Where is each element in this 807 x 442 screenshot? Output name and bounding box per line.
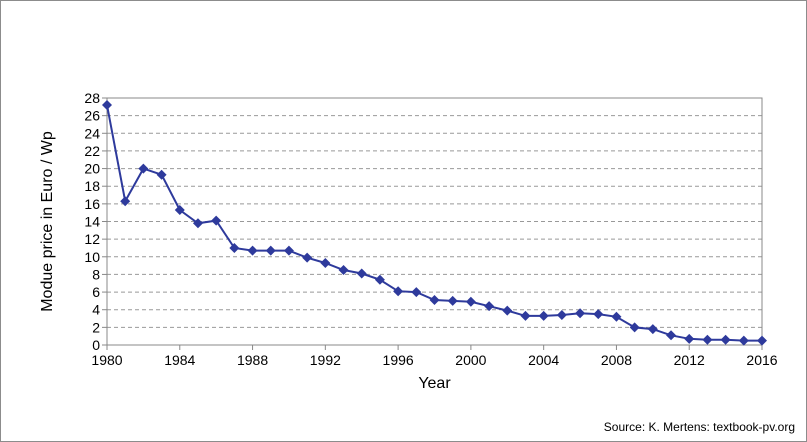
data-point: [556, 310, 567, 321]
data-point: [229, 242, 240, 253]
data-point: [593, 309, 604, 320]
data-point: [102, 100, 112, 111]
x-tick-label: 1992: [310, 352, 341, 368]
data-point: [611, 311, 622, 322]
data-point: [174, 205, 185, 216]
x-tick-label: 2012: [674, 352, 705, 368]
data-point: [447, 295, 458, 306]
data-point: [393, 286, 404, 297]
data-point: [138, 163, 149, 174]
y-tick-label: 0: [92, 337, 100, 353]
data-point: [575, 308, 586, 319]
y-tick-label: 2: [92, 319, 100, 335]
data-point: [738, 335, 749, 346]
data-point: [211, 215, 222, 226]
data-point: [338, 265, 349, 276]
y-tick-label: 22: [84, 143, 100, 159]
data-point: [156, 169, 167, 180]
y-tick-label: 6: [92, 284, 100, 300]
x-tick-label: 1988: [237, 352, 268, 368]
y-tick-label: 4: [92, 302, 100, 318]
y-tick-label: 28: [84, 90, 100, 106]
y-tick-label: 24: [84, 125, 100, 141]
data-point: [374, 274, 385, 285]
data-point: [302, 252, 313, 263]
data-point: [320, 257, 331, 268]
data-point: [120, 196, 131, 207]
data-point: [629, 322, 640, 333]
data-point: [666, 330, 677, 341]
gridlines: [107, 97, 762, 328]
data-point: [465, 296, 476, 307]
y-tick-label: 14: [84, 214, 100, 230]
data-points: [102, 100, 767, 346]
x-tick-label: 2008: [601, 352, 632, 368]
x-tick-label: 2004: [528, 352, 559, 368]
y-tick-label: 26: [84, 108, 100, 124]
y-tick-label: 16: [84, 196, 100, 212]
data-point: [647, 324, 658, 335]
data-point: [520, 310, 531, 321]
x-tick-label: 1980: [91, 352, 122, 368]
data-point: [538, 310, 549, 321]
data-point: [502, 305, 513, 316]
source-credit: Source: K. Mertens: textbook-pv.org: [603, 420, 795, 434]
y-axis-title: Modue price in Euro / Wp: [39, 131, 56, 312]
y-tick-label: 8: [92, 266, 100, 282]
y-tick-label: 18: [84, 178, 100, 194]
y-tick-label: 20: [84, 161, 100, 177]
data-point: [757, 335, 767, 346]
data-point: [702, 334, 713, 345]
data-point: [265, 245, 276, 256]
x-tick-label: 2000: [455, 352, 486, 368]
data-point: [484, 301, 495, 312]
data-point: [247, 245, 258, 256]
data-point: [684, 333, 695, 344]
data-point: [356, 268, 367, 279]
data-point: [429, 295, 440, 306]
y-tick-label: 10: [84, 249, 100, 265]
x-tick-label: 1996: [383, 352, 414, 368]
data-point: [283, 245, 294, 256]
data-point: [192, 218, 203, 229]
x-axis-ticks: 1980 1984 1988 1992 1996 2000 2004 2008 2012 2016: [91, 345, 778, 368]
series-line: [106, 104, 762, 342]
x-tick-label: 1984: [164, 352, 195, 368]
x-axis-title: Year: [418, 375, 451, 392]
data-point: [720, 334, 731, 345]
data-point: [411, 287, 422, 298]
y-tick-label: 12: [84, 231, 100, 247]
x-tick-label: 2016: [746, 352, 777, 368]
